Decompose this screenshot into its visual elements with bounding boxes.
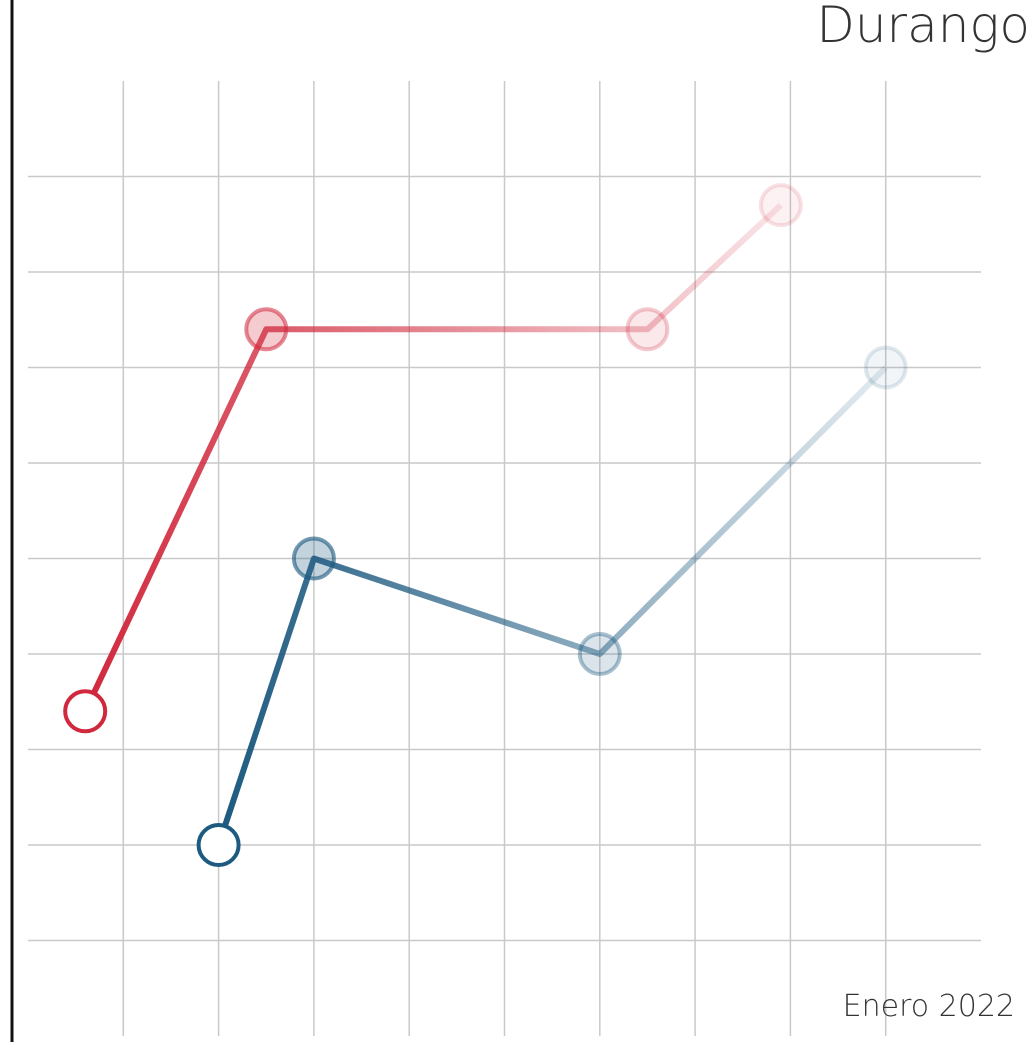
point-marker (625, 307, 670, 352)
point-marker (196, 823, 241, 867)
chart-subtitle: Enero 2022 (843, 989, 1015, 1024)
point-marker (577, 632, 622, 676)
point-marker (758, 183, 803, 228)
point-marker (63, 689, 108, 734)
point-marker (244, 307, 289, 352)
point-marker (291, 536, 336, 581)
chart-title: Durango (816, 0, 1030, 54)
series-line (215, 365, 888, 846)
point-marker (863, 345, 908, 390)
series-line (82, 202, 783, 713)
